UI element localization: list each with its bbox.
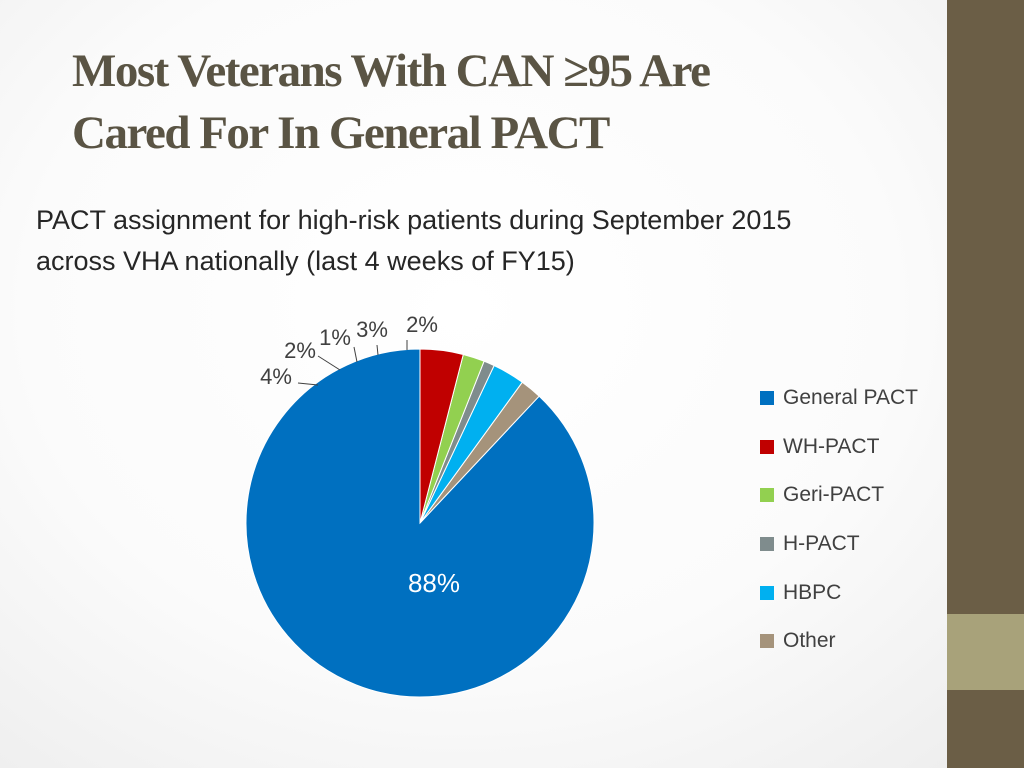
subtitle-line-2: across VHA nationally (last 4 weeks of F… <box>36 246 575 276</box>
pie-slice-wh-pact <box>419 348 464 524</box>
leader-line-h-pact <box>353 346 358 363</box>
legend-label: H-PACT <box>783 532 860 556</box>
legend-swatch <box>760 634 774 649</box>
legend-label: General PACT <box>783 386 918 410</box>
data-label-geri-pact: 2% <box>284 338 316 363</box>
legend-label: Geri-PACT <box>783 483 885 507</box>
legend-swatch <box>760 391 774 406</box>
legend-item-geri-pact: Geri-PACT <box>760 471 918 520</box>
legend-item-hbpc: HBPC <box>760 568 918 617</box>
legend-swatch <box>760 585 774 600</box>
leader-line-wh-pact <box>297 382 319 386</box>
leader-line-hbpc <box>376 344 379 356</box>
legend-label: HBPC <box>783 580 842 604</box>
legend-swatch <box>760 439 774 454</box>
data-label-hbpc: 3% <box>356 317 388 342</box>
leader-line-geri-pact <box>317 355 341 371</box>
slide-subtitle: PACT assignment for high-risk patients d… <box>36 200 936 282</box>
legend-item-wh-pact: WH-PACT <box>760 423 918 472</box>
title-line-2: Cared For In General PACT <box>72 107 610 159</box>
side-accent <box>947 614 1024 690</box>
legend-swatch <box>760 488 774 503</box>
legend-item-general-pact: General PACT <box>760 374 918 423</box>
slide-title: Most Veterans With CAN ≥95 Are Cared For… <box>72 40 912 164</box>
data-label-h-pact: 1% <box>319 325 351 350</box>
chart-legend: General PACT WH-PACT Geri-PACT H-PACT HBPC Ot… <box>760 374 918 666</box>
legend-item-other: Other <box>760 617 918 666</box>
data-label-other: 2% <box>406 312 438 337</box>
legend-swatch <box>760 537 774 552</box>
legend-label: Other <box>783 629 836 653</box>
legend-label: WH-PACT <box>783 434 880 458</box>
data-label-general-pact: 88% <box>408 568 460 598</box>
subtitle-line-1: PACT assignment for high-risk patients d… <box>36 205 792 235</box>
legend-item-h-pact: H-PACT <box>760 520 918 569</box>
data-label-wh-pact: 4% <box>260 364 292 389</box>
title-line-1: Most Veterans With CAN ≥95 Are <box>72 45 711 97</box>
